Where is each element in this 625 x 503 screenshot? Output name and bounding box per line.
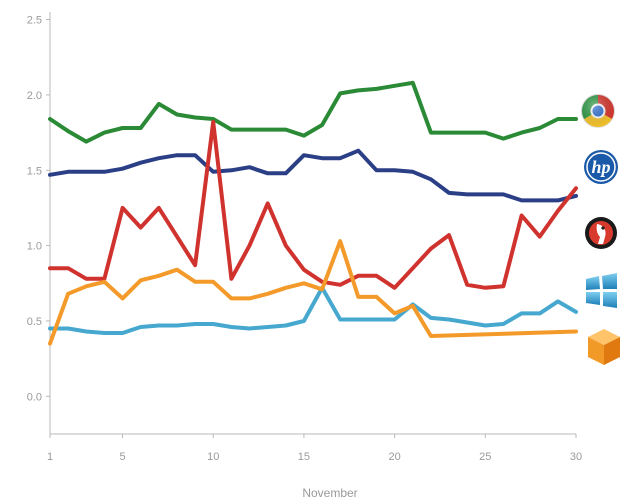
x-axis-title: November xyxy=(302,486,357,500)
y-tick-label: 1.0 xyxy=(27,241,42,253)
x-ticks: 1 5 10 15 20 25 30 xyxy=(47,434,582,463)
series-layer xyxy=(48,80,578,346)
y-tick-label: 2.0 xyxy=(27,90,42,102)
y-tick-label: 0.0 xyxy=(27,391,42,403)
hp-icon: hp xyxy=(584,150,618,184)
x-tick-label: 15 xyxy=(298,451,310,463)
svg-text:hp: hp xyxy=(591,157,610,177)
mobile-app-icon xyxy=(585,217,617,249)
x-tick-label: 5 xyxy=(119,451,125,463)
y-tick-label: 2.5 xyxy=(27,15,42,27)
series-line-windows xyxy=(48,285,578,335)
y-axis: 0.0 0.5 1.0 1.5 2.0 2.5 xyxy=(27,12,51,434)
y-tick-label: 0.5 xyxy=(27,316,42,328)
x-tick-label: 20 xyxy=(388,451,400,463)
y-tick-label: 1.5 xyxy=(27,165,42,177)
x-tick-label: 30 xyxy=(570,451,582,463)
series-line-mobile-app xyxy=(48,120,578,290)
amazon-box-icon xyxy=(588,329,620,365)
x-tick-label: 10 xyxy=(207,451,219,463)
x-tick-label: 25 xyxy=(479,451,491,463)
windows-icon xyxy=(586,273,617,308)
legend: hp xyxy=(581,94,620,365)
y-ticks: 0.0 0.5 1.0 1.5 2.0 2.5 xyxy=(27,15,50,403)
series-line-hp xyxy=(48,148,578,203)
x-tick-label: 1 xyxy=(47,451,53,463)
series-line-google-chrome xyxy=(48,80,578,144)
x-axis: 1 5 10 15 20 25 30 November xyxy=(47,433,582,500)
series-line-amazon-box xyxy=(48,239,578,346)
google-chrome-icon xyxy=(581,94,615,128)
